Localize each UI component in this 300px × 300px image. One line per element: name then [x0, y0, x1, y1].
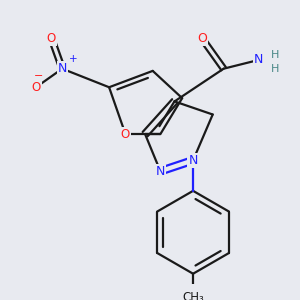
Text: O: O [121, 128, 130, 141]
Text: H: H [271, 50, 279, 59]
Text: N: N [188, 154, 198, 167]
Text: −: − [34, 71, 43, 81]
Text: O: O [32, 81, 41, 94]
Text: H: H [271, 64, 279, 74]
Text: N: N [58, 62, 67, 75]
Text: N: N [254, 53, 263, 67]
Text: CH₃: CH₃ [182, 291, 204, 300]
Text: O: O [197, 32, 207, 45]
Text: O: O [47, 32, 56, 45]
Text: +: + [69, 54, 77, 64]
Text: N: N [156, 165, 165, 178]
